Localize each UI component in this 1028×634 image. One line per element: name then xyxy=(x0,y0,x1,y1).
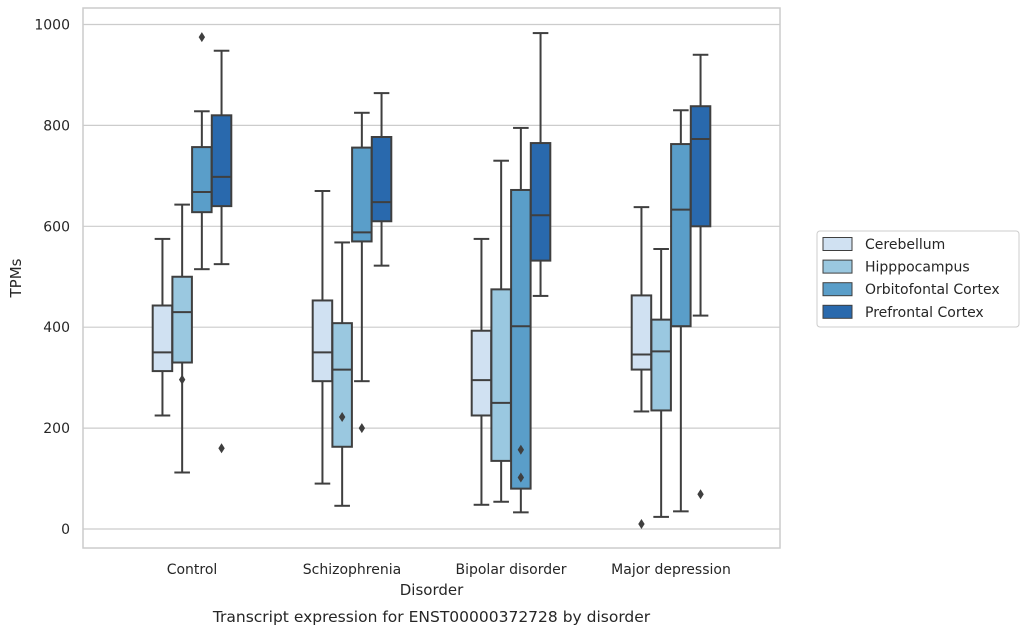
iqr-box xyxy=(670,143,692,328)
box-orbitofontal-cortex-major-depression xyxy=(670,109,692,513)
y-tick-label: 600 xyxy=(43,219,70,235)
box-orbitofontal-cortex-schizophrenia xyxy=(351,111,373,434)
outlier-point xyxy=(198,32,206,43)
box-hipppocampus-schizophrenia xyxy=(331,241,353,507)
outlier-point xyxy=(638,518,645,529)
box-orbitofontal-cortex-bipolar-disorder xyxy=(510,126,532,514)
outlier-point xyxy=(218,443,225,454)
legend-swatch xyxy=(822,304,853,319)
box-prefrontal-cortex-major-depression xyxy=(689,53,712,500)
legend-items: Cerebellum Hipppocampus Orbitofontal Corte… xyxy=(822,237,1000,321)
iqr-box xyxy=(191,146,213,214)
outlier-point xyxy=(697,489,704,500)
boxes xyxy=(151,32,712,529)
y-tick-label: 200 xyxy=(43,421,70,437)
iqr-box xyxy=(689,105,712,228)
iqr-box xyxy=(650,318,672,412)
x-tick-labels: Control Schizophrenia Bipolar disorder Majo… xyxy=(167,562,731,578)
y-axis-label: TPMs xyxy=(7,258,25,298)
legend-label: Orbitofontal Cortex xyxy=(865,282,1000,298)
x-tick-label: Control xyxy=(167,562,218,578)
box-cerebellum-major-depression xyxy=(630,206,653,529)
iqr-box xyxy=(529,142,552,262)
y-tick-label: 800 xyxy=(43,118,70,134)
chart-caption: Transcript expression for ENST0000037272… xyxy=(212,608,651,626)
iqr-box xyxy=(210,114,233,208)
legend-frame xyxy=(816,230,1020,328)
legend-swatch xyxy=(822,237,853,251)
y-tick-labels: 0 200 400 600 800 1000 xyxy=(34,18,70,539)
legend-label: Hipppocampus xyxy=(865,260,970,276)
box-prefrontal-cortex-bipolar-disorder xyxy=(529,32,552,297)
x-tick-label: Major depression xyxy=(611,562,731,578)
gridlines xyxy=(83,23,780,530)
iqr-box xyxy=(171,275,193,364)
plot-area xyxy=(82,7,781,549)
box-prefrontal-cortex-schizophrenia xyxy=(370,92,393,267)
iqr-box xyxy=(370,136,393,223)
y-tick-label: 400 xyxy=(43,320,70,336)
legend-swatch xyxy=(822,259,853,274)
outlier-point xyxy=(178,374,186,385)
iqr-box xyxy=(510,188,532,490)
iqr-box xyxy=(331,322,353,448)
legend-label: Cerebellum xyxy=(865,237,945,253)
x-axis-label: Disorder xyxy=(400,581,464,599)
outlier-point xyxy=(517,472,525,483)
iqr-box xyxy=(351,146,373,243)
outlier-point xyxy=(338,412,346,423)
legend: Cerebellum Hipppocampus Orbitofontal Corte… xyxy=(816,230,1020,328)
iqr-box xyxy=(470,329,493,417)
x-tick-label: Bipolar disorder xyxy=(455,562,566,578)
box-hipppocampus-control xyxy=(171,203,193,474)
iqr-box xyxy=(151,304,174,373)
x-tick-label: Schizophrenia xyxy=(303,562,401,578)
iqr-box xyxy=(311,299,334,383)
box-hipppocampus-major-depression xyxy=(650,248,672,518)
y-tick-label: 0 xyxy=(61,522,70,538)
legend-swatch xyxy=(822,282,853,297)
box-prefrontal-cortex-control xyxy=(210,49,233,454)
legend-label: Prefrontal Cortex xyxy=(865,305,984,321)
y-tick-label: 1000 xyxy=(34,18,70,34)
iqr-box xyxy=(490,288,512,462)
iqr-box xyxy=(630,294,653,371)
outlier-point xyxy=(517,444,525,455)
outlier-point xyxy=(358,423,366,434)
